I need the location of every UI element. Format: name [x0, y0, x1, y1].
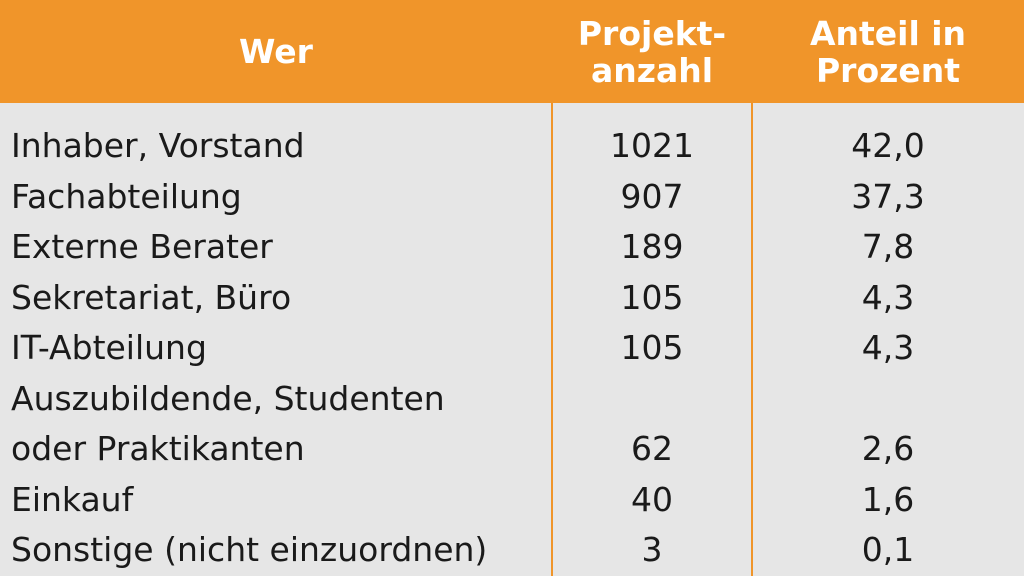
cell-anteil: 7,8	[861, 227, 915, 266]
table-row: Inhaber, Vorstand 1021 42,0	[0, 121, 1024, 172]
cell-projektanzahl: 1021	[610, 126, 694, 165]
table-row: Fachabteilung 907 37,3	[0, 172, 1024, 223]
cell-projektanzahl: 3	[641, 530, 663, 569]
cell-wer: Sekretariat, Büro	[11, 277, 292, 317]
cell-projektanzahl: 907	[620, 176, 684, 216]
table-body: Inhaber, Vorstand 1021 42,0 Fachabteilun…	[0, 121, 1024, 576]
cell-projektanzahl: 189	[620, 227, 684, 266]
table-row: Sekretariat, Büro 105 4,3	[0, 273, 1024, 324]
cell-projektanzahl: 40	[631, 479, 673, 519]
cell-wer: Sonstige (nicht einzuordnen)	[11, 530, 488, 569]
table-row: Sonstige (nicht einzuordnen) 3 0,1	[0, 525, 1024, 576]
cell-anteil: 4,3	[861, 328, 915, 367]
header-wer: Wer	[239, 32, 313, 71]
header-anteil-in-prozent: Anteil in Prozent	[809, 13, 967, 90]
cell-wer: Inhaber, Vorstand	[11, 126, 305, 165]
cell-projektanzahl: 105	[620, 328, 684, 367]
cell-anteil: 0,1	[861, 530, 915, 569]
column-divider	[551, 103, 553, 576]
table-row: IT-Abteilung 105 4,3	[0, 323, 1024, 374]
table-row: Auszubildende, Studenten oder Praktikant…	[0, 374, 1024, 475]
cell-anteil: 4,3	[861, 277, 915, 317]
column-divider	[751, 103, 753, 576]
table-row: Einkauf 40 1,6	[0, 475, 1024, 526]
header-projektanzahl: Projekt- anzahl	[577, 13, 727, 90]
cell-wer: Fachabteilung	[11, 176, 242, 216]
cell-anteil: 42,0	[851, 126, 925, 165]
cell-wer: Einkauf	[11, 479, 134, 519]
table-row: Externe Berater 189 7,8	[0, 222, 1024, 273]
cell-projektanzahl: 62	[631, 429, 673, 468]
cell-projektanzahl: 105	[620, 277, 684, 317]
cell-anteil: 2,6	[861, 429, 915, 468]
cell-anteil: 37,3	[851, 176, 925, 216]
cell-wer: IT-Abteilung	[11, 328, 207, 367]
cell-wer: Externe Berater	[11, 227, 273, 266]
cell-wer: Auszubildende, Studenten oder Praktikant…	[11, 378, 445, 469]
table-header: Wer Projekt- anzahl Anteil in Prozent	[0, 0, 1024, 103]
cell-anteil: 1,6	[861, 479, 915, 519]
